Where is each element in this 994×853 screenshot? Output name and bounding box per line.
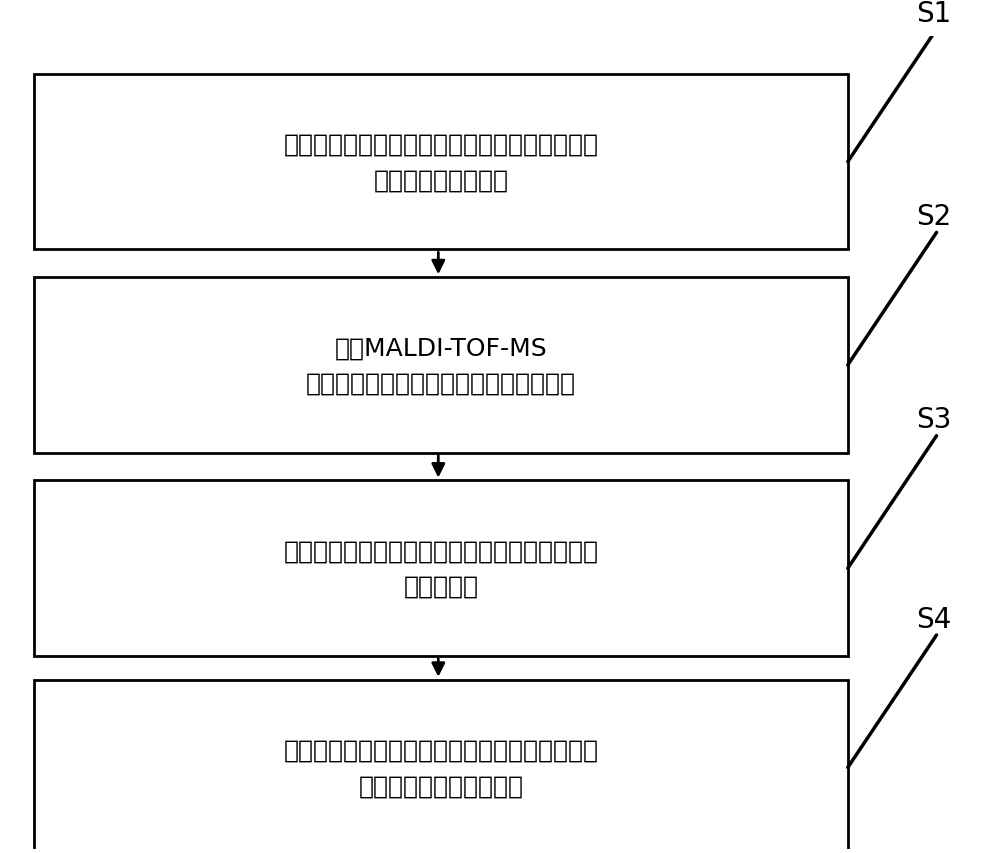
Text: 应用所述神经网络分类器对待测样本集中的样本
进行分类，得出鉴定结果: 应用所述神经网络分类器对待测样本集中的样本 进行分类，得出鉴定结果 <box>283 738 597 798</box>
Text: S2: S2 <box>915 203 950 231</box>
Text: 应用MALDI-TOF-MS
对所述样本集进行测定，得到对应质谱图: 应用MALDI-TOF-MS 对所述样本集进行测定，得到对应质谱图 <box>305 336 576 395</box>
Text: S1: S1 <box>915 0 950 28</box>
Bar <box>34 680 847 853</box>
Text: S3: S3 <box>915 406 950 434</box>
Bar <box>34 481 847 656</box>
Bar <box>34 278 847 453</box>
Text: 基于训练样本集和检验样本集的质谱图建立神经
网络分类器: 基于训练样本集和检验样本集的质谱图建立神经 网络分类器 <box>283 539 597 598</box>
Text: 制备样本集，所述样本集包括训练样本集、检验
样本集和待测样本集: 制备样本集，所述样本集包括训练样本集、检验 样本集和待测样本集 <box>283 133 597 192</box>
Text: S4: S4 <box>915 605 950 633</box>
Bar <box>34 75 847 250</box>
